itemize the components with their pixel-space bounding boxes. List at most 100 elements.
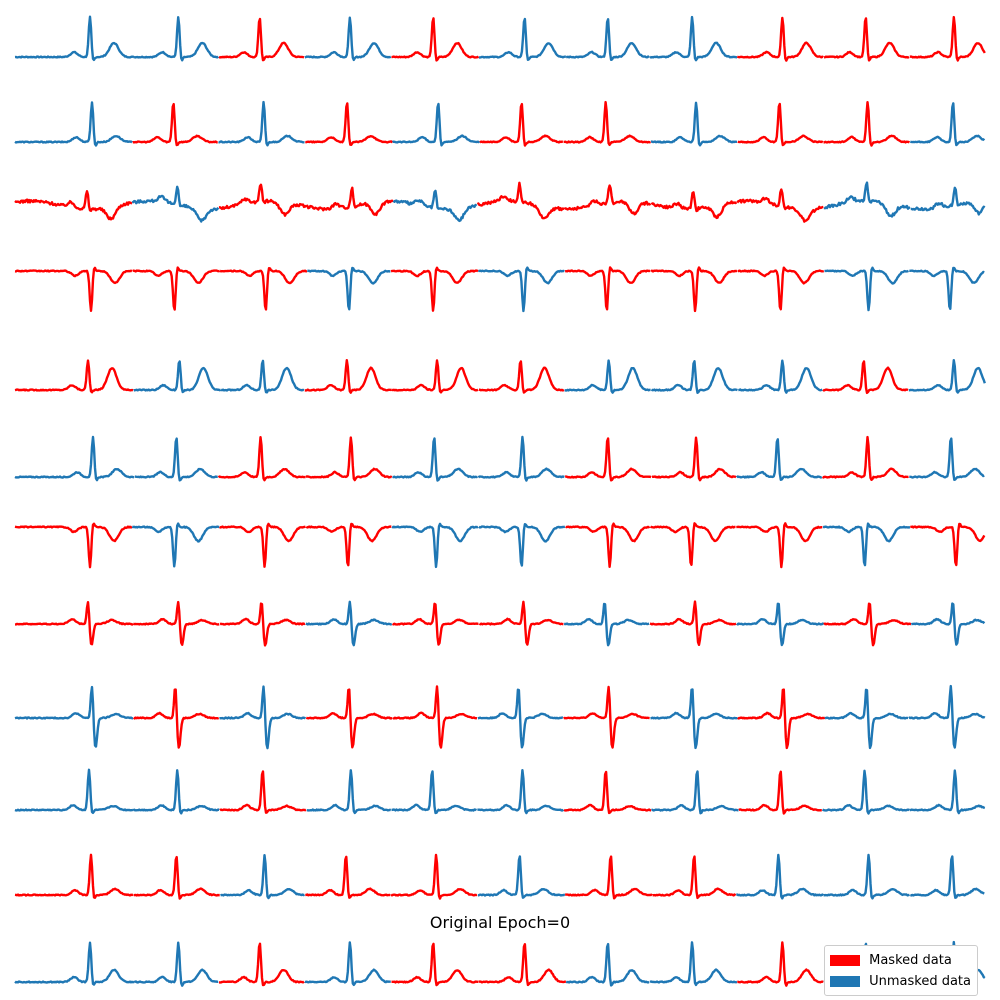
unmasked-segment [477,768,565,815]
unmasked-segment [822,522,911,567]
masked-swatch [830,955,861,966]
unmasked-segment [14,768,134,815]
unmasked-segment [910,102,986,147]
masked-segment [14,359,134,394]
lead-trace [14,853,985,900]
masked-segment [218,183,307,217]
masked-segment [132,102,218,147]
unmasked-segment [649,941,738,987]
lead-trace [14,181,986,223]
unmasked-segment [133,941,219,987]
unmasked-segment [908,358,986,394]
unmasked-segment [392,437,478,482]
masked-segment [305,688,393,749]
masked-segment [305,436,393,482]
unmasked-segment [477,688,564,749]
masked-segment [305,102,394,147]
lead-trace [14,768,986,815]
unmasked-segment [306,266,391,311]
masked-segment [650,266,738,313]
unmasked-segment [218,100,305,147]
lead-trace [14,522,986,569]
masked-segment [649,522,736,566]
unmasked-segment [910,602,986,646]
unmasked-segment [650,688,738,750]
masked-segment [217,435,306,482]
unmasked-segment [824,266,909,312]
unmasked-segment [391,770,478,815]
masked-segment [132,688,220,749]
unmasked-segment [304,16,392,62]
masked-segment [478,360,565,394]
legend-label-unmasked: Unmasked data [869,974,971,989]
masked-segment [564,266,651,311]
masked-segment [821,435,909,482]
unmasked-segment [14,685,134,748]
masked-segment [564,855,653,900]
unmasked-segment [564,359,651,394]
unmasked-segment [14,101,133,147]
unmasked-segment [736,602,824,647]
unmasked-segment [565,18,650,62]
masked-segment [391,602,479,646]
masked-segment [14,266,133,312]
masked-segment [564,437,652,482]
masked-segment [476,181,565,220]
unmasked-segment [910,855,985,899]
unmasked-segment [14,15,135,62]
masked-segment [910,522,986,567]
unmasked-segment [133,16,220,62]
unmasked-segment [649,15,738,62]
unmasked-segment [131,185,220,223]
masked-segment [650,191,738,220]
lead-trace [14,684,986,750]
legend-label-masked: Masked data [869,953,952,968]
masked-segment [390,266,479,312]
unmasked-segment [651,770,739,815]
unmasked-segment [220,853,305,900]
masked-segment [736,522,823,569]
masked-segment [822,360,909,395]
masked-segment [133,855,220,900]
masked-segment [14,600,134,646]
unmasked-segment [477,435,565,482]
unmasked-segment [304,941,391,987]
masked-segment [563,100,651,147]
unmasked-segment [823,181,911,218]
lead-trace [14,100,986,147]
masked-segment [391,17,480,62]
masked-segment [564,184,652,216]
unmasked-segment [391,522,479,569]
unmasked-segment [478,17,567,62]
masked-segment [305,855,391,899]
unmasked-segment [908,684,986,749]
unmasked-segment [910,186,986,216]
lead-trace [14,358,986,395]
masked-segment [736,16,824,62]
masked-segment [218,17,305,62]
masked-segment [219,267,308,311]
unmasked-segment [909,266,985,310]
masked-segment [390,853,478,900]
masked-segment [392,685,478,749]
masked-segment [823,100,911,147]
lead-trace [14,266,985,313]
masked-segment [305,186,394,217]
masked-segment [14,522,133,569]
masked-segment [219,602,306,647]
masked-segment [738,770,822,815]
unmasked-segment [306,769,392,815]
masked-segment [737,266,825,311]
masked-segment [218,942,305,987]
unmasked-segment [219,685,307,750]
unmasked-segment [565,942,650,987]
masked-segment [563,770,652,815]
masked-segment [651,436,737,482]
masked-segment [132,266,221,311]
masked-segment [14,853,134,899]
unmasked-segment [14,941,135,986]
masked-segment [736,188,824,223]
chart-title: Original Epoch=0 [429,913,571,932]
lead-trace [14,600,986,647]
unmasked-segment [650,360,738,395]
